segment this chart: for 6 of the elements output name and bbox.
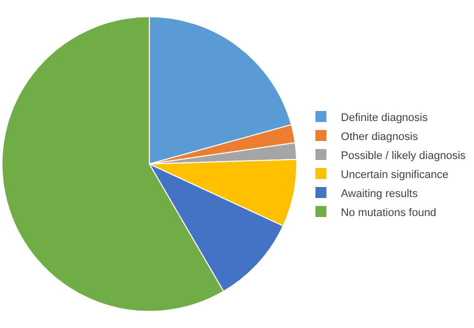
legend-label: Other diagnosis (340, 130, 418, 143)
legend-label: Awaiting results (340, 188, 418, 200)
legend-label: Definite diagnosis (340, 112, 428, 124)
legend-label: Uncertain significance (340, 168, 449, 181)
legend-label: No mutations found (340, 206, 436, 219)
legend-label: Possible / likely diagnosis (340, 150, 466, 162)
